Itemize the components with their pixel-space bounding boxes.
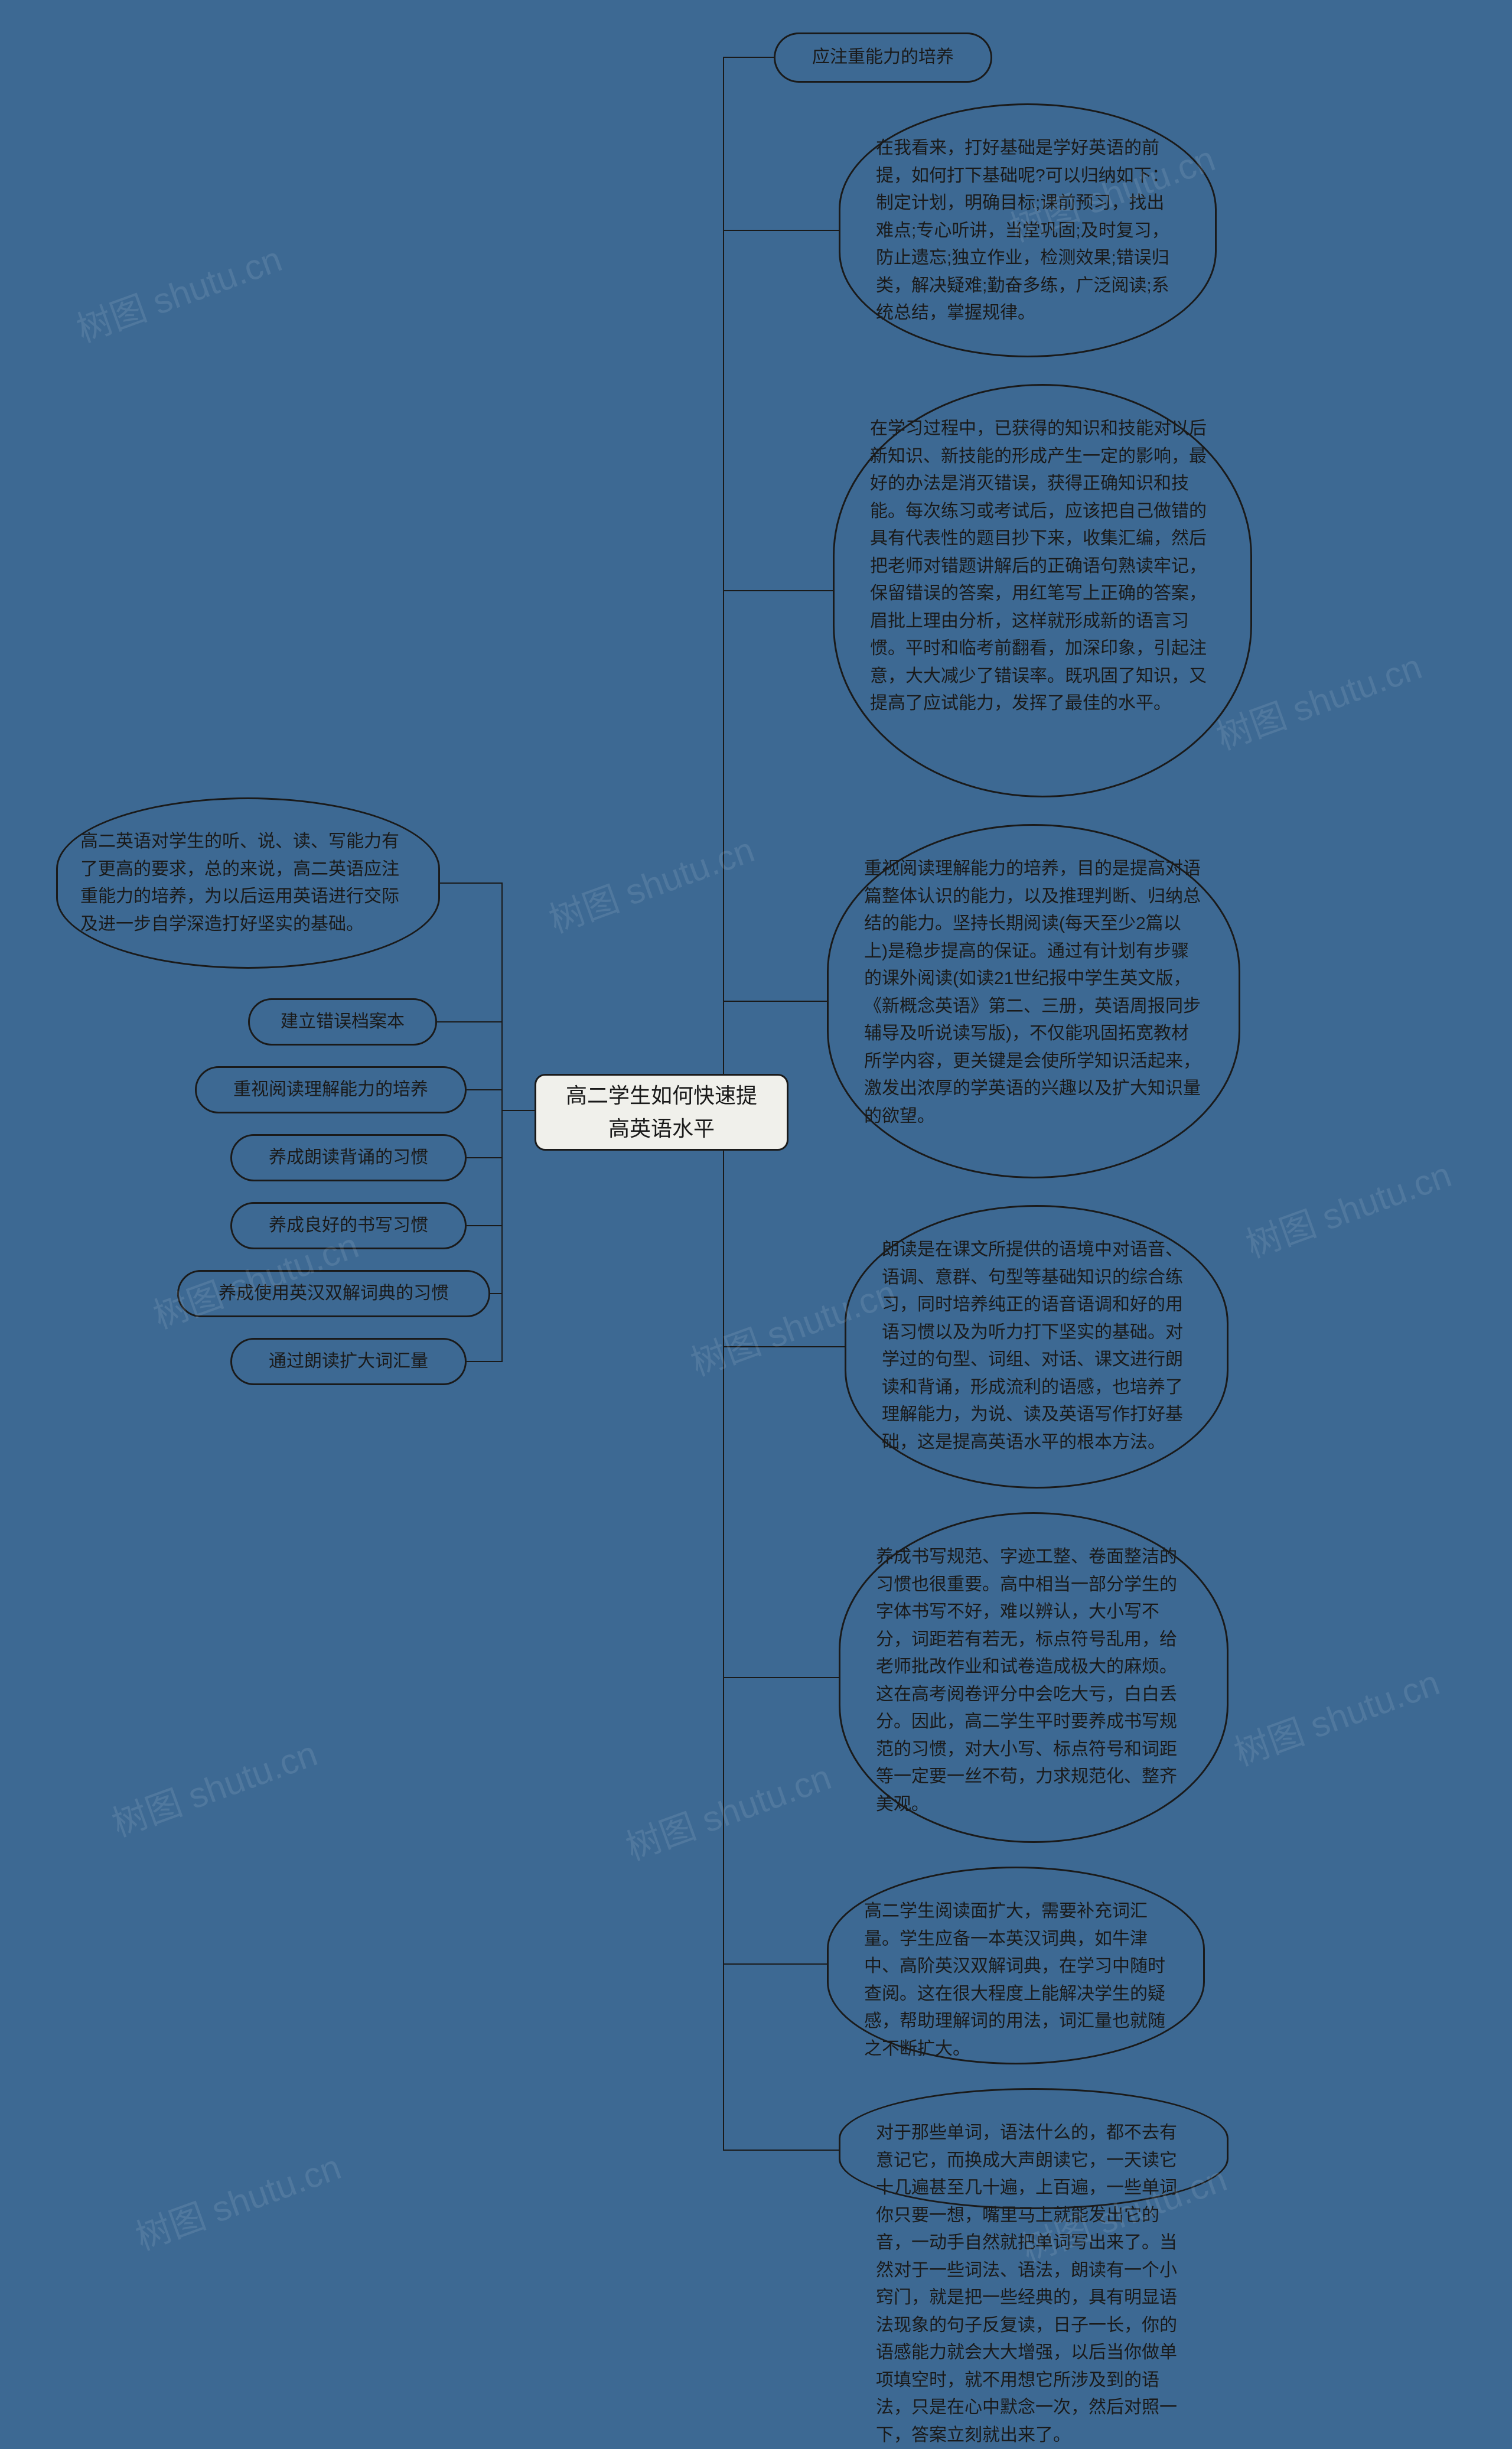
center-node: 高二学生如何快速提高英语水平	[535, 1074, 788, 1151]
left-item-3: 养成良好的书写习惯	[230, 1202, 467, 1249]
right-detail-1: 在学习过程中，已获得的知识和技能对以后新知识、新技能的形成产生一定的影响，最好的…	[833, 384, 1252, 797]
right-detail-6: 对于那些单词，语法什么的，都不去有意记它，而换成大声朗读它，一天读它十几遍甚至几…	[839, 2088, 1228, 2209]
right-detail-2: 重视阅读理解能力的培养，目的是提高对语篇整体认识的能力，以及推理判断、归纳总结的…	[827, 824, 1240, 1178]
watermark-2: 树图 shutu.cn	[541, 821, 760, 943]
watermark-10: 树图 shutu.cn	[128, 2138, 347, 2260]
right-detail-5: 高二学生阅读面扩大，需要补充词汇量。学生应备一本英汉词典，如牛津中、高阶英汉双解…	[827, 1867, 1205, 2064]
left-item-4: 养成使用英汉双解词典的习惯	[177, 1270, 490, 1317]
right-detail-0: 在我看来，打好基础是学好英语的前提，如何打下基础呢?可以归纳如下：制定计划，明确…	[839, 103, 1217, 357]
left-intro-node: 高二英语对学生的听、说、读、写能力有了更高的要求，总的来说，高二英语应注重能力的…	[56, 797, 440, 969]
left-item-0: 建立错误档案本	[248, 998, 437, 1046]
right-detail-3: 朗读是在课文所提供的语境中对语音、语调、意群、句型等基础知识的综合练习，同时培养…	[845, 1205, 1228, 1489]
right-title-node: 应注重能力的培养	[774, 32, 992, 83]
watermark-8: 树图 shutu.cn	[618, 1748, 837, 1870]
left-item-5: 通过朗读扩大词汇量	[230, 1338, 467, 1385]
left-item-1: 重视阅读理解能力的培养	[195, 1066, 467, 1113]
right-detail-4: 养成书写规范、字迹工整、卷面整洁的习惯也很重要。高中相当一部分学生的字体书写不好…	[839, 1512, 1228, 1843]
watermark-9: 树图 shutu.cn	[1226, 1654, 1445, 1776]
watermark-6: 树图 shutu.cn	[1238, 1146, 1457, 1268]
watermark-0: 树图 shutu.cn	[69, 230, 288, 352]
watermark-7: 树图 shutu.cn	[104, 1725, 323, 1846]
left-item-2: 养成朗读背诵的习惯	[230, 1134, 467, 1181]
